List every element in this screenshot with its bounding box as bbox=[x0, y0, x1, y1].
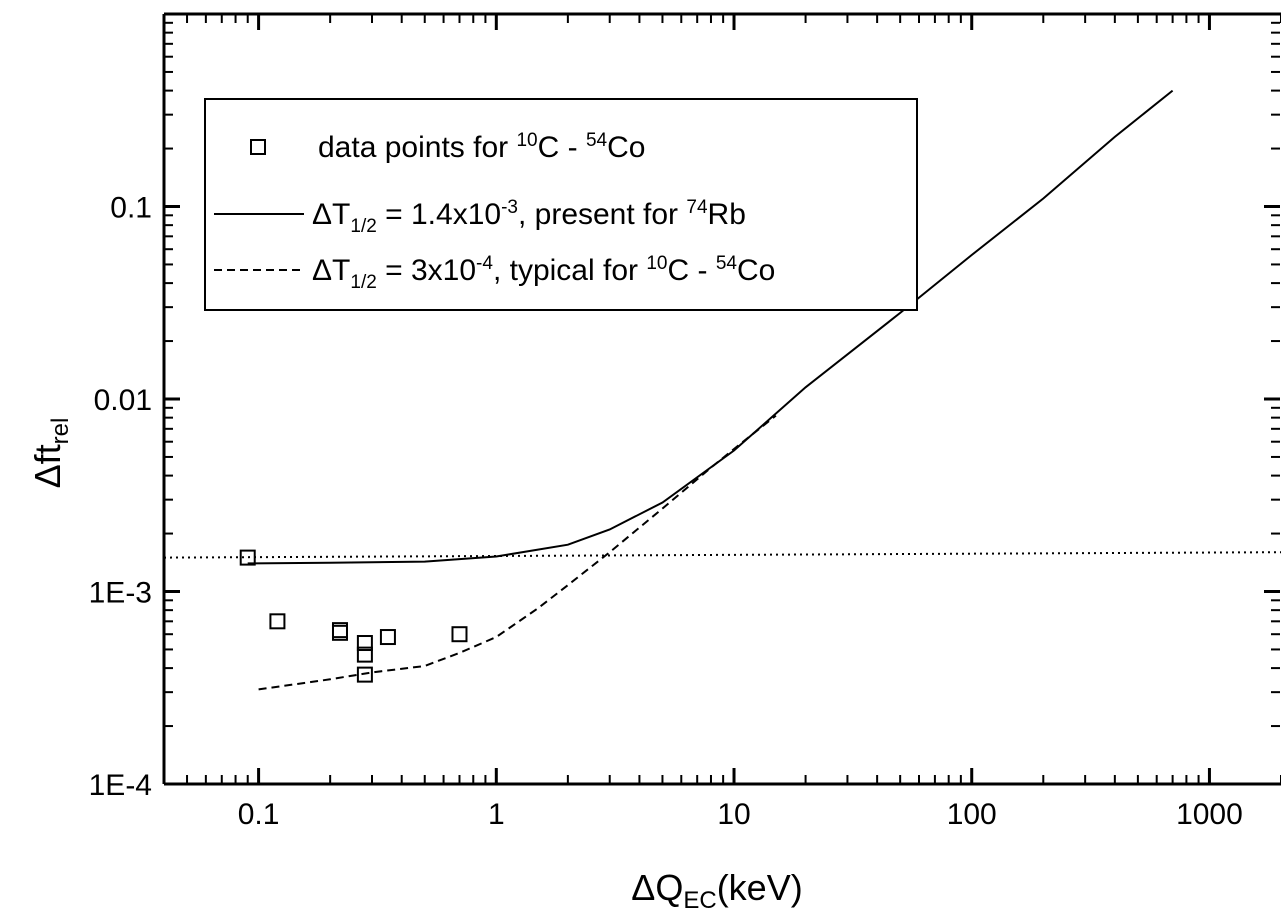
legend-text-part: 54 bbox=[586, 130, 608, 151]
data-point-marker bbox=[331, 624, 348, 641]
legend-label: data points for 10C - 54Co bbox=[318, 130, 645, 164]
legend-text-part: Rb bbox=[708, 198, 746, 231]
x-tick-label: 100 bbox=[947, 798, 997, 831]
data-point-marker bbox=[451, 626, 468, 643]
y-tick-label: 0.1 bbox=[110, 192, 152, 225]
legend-text-part: ΔT bbox=[312, 198, 350, 231]
y-tick-label: 0.01 bbox=[94, 384, 152, 417]
legend-text-part: Co bbox=[737, 254, 775, 287]
legend-text-part: = 3x10 bbox=[377, 254, 476, 287]
y-tick-label: 1E-3 bbox=[89, 577, 152, 610]
legend-label: ΔT1/2 = 3x10-4, typical for 10C - 54Co bbox=[312, 253, 775, 293]
data-point-marker bbox=[269, 613, 286, 630]
legend-text-part: 74 bbox=[686, 197, 708, 218]
legend-text-part: 1/2 bbox=[350, 216, 376, 237]
legend-text-part: 1/2 bbox=[350, 272, 376, 293]
x-axis-title: ΔQEC(keV) bbox=[631, 867, 802, 914]
axis-ticks bbox=[163, 12, 1281, 786]
data-point-marker bbox=[356, 646, 373, 663]
series-line-solid bbox=[247, 89, 1174, 565]
x-tick-label: 1 bbox=[488, 798, 505, 831]
legend-text-part: C - bbox=[538, 131, 586, 164]
legend-label: ΔT1/2 = 1.4x10-3, present for 74Rb bbox=[312, 197, 746, 237]
x-tick-label: 0.1 bbox=[238, 798, 280, 831]
legend-text-part: -3 bbox=[501, 197, 518, 218]
legend-text-part: 10 bbox=[516, 130, 537, 151]
legend-text-part: C - bbox=[667, 254, 715, 287]
y-axis-title: Δftrel bbox=[27, 418, 74, 489]
x-tick-label: 10 bbox=[717, 798, 750, 831]
series-line-dotted bbox=[163, 551, 1281, 559]
legend-text-part: , present for bbox=[518, 198, 686, 231]
data-point-marker bbox=[356, 666, 373, 683]
legend-text-part: data points for bbox=[318, 131, 516, 164]
legend-text-part: 10 bbox=[646, 253, 667, 274]
legend-text-part: , typical for bbox=[493, 254, 646, 287]
legend-text-part: 54 bbox=[716, 253, 738, 274]
series-layer bbox=[163, 89, 1281, 691]
legend-box bbox=[204, 98, 918, 311]
axis-tick-labels: 0.1 1 10 100 1000 1E-4 1E-3 0.01 0.1 bbox=[89, 192, 1243, 832]
axis-titles: ΔQEC(keV) Δftrel bbox=[27, 418, 803, 914]
legend-text-part: ΔT bbox=[312, 254, 350, 287]
y-tick-label: 1E-4 bbox=[89, 769, 152, 802]
x-tick-label: 1000 bbox=[1176, 798, 1243, 831]
legend-text-part: -4 bbox=[476, 253, 493, 274]
legend-text-part: Co bbox=[607, 131, 645, 164]
data-point-marker bbox=[356, 635, 373, 652]
data-point-marker bbox=[379, 629, 396, 646]
legend-text-part: = 1.4x10 bbox=[377, 198, 501, 231]
legend-marker bbox=[250, 139, 266, 155]
